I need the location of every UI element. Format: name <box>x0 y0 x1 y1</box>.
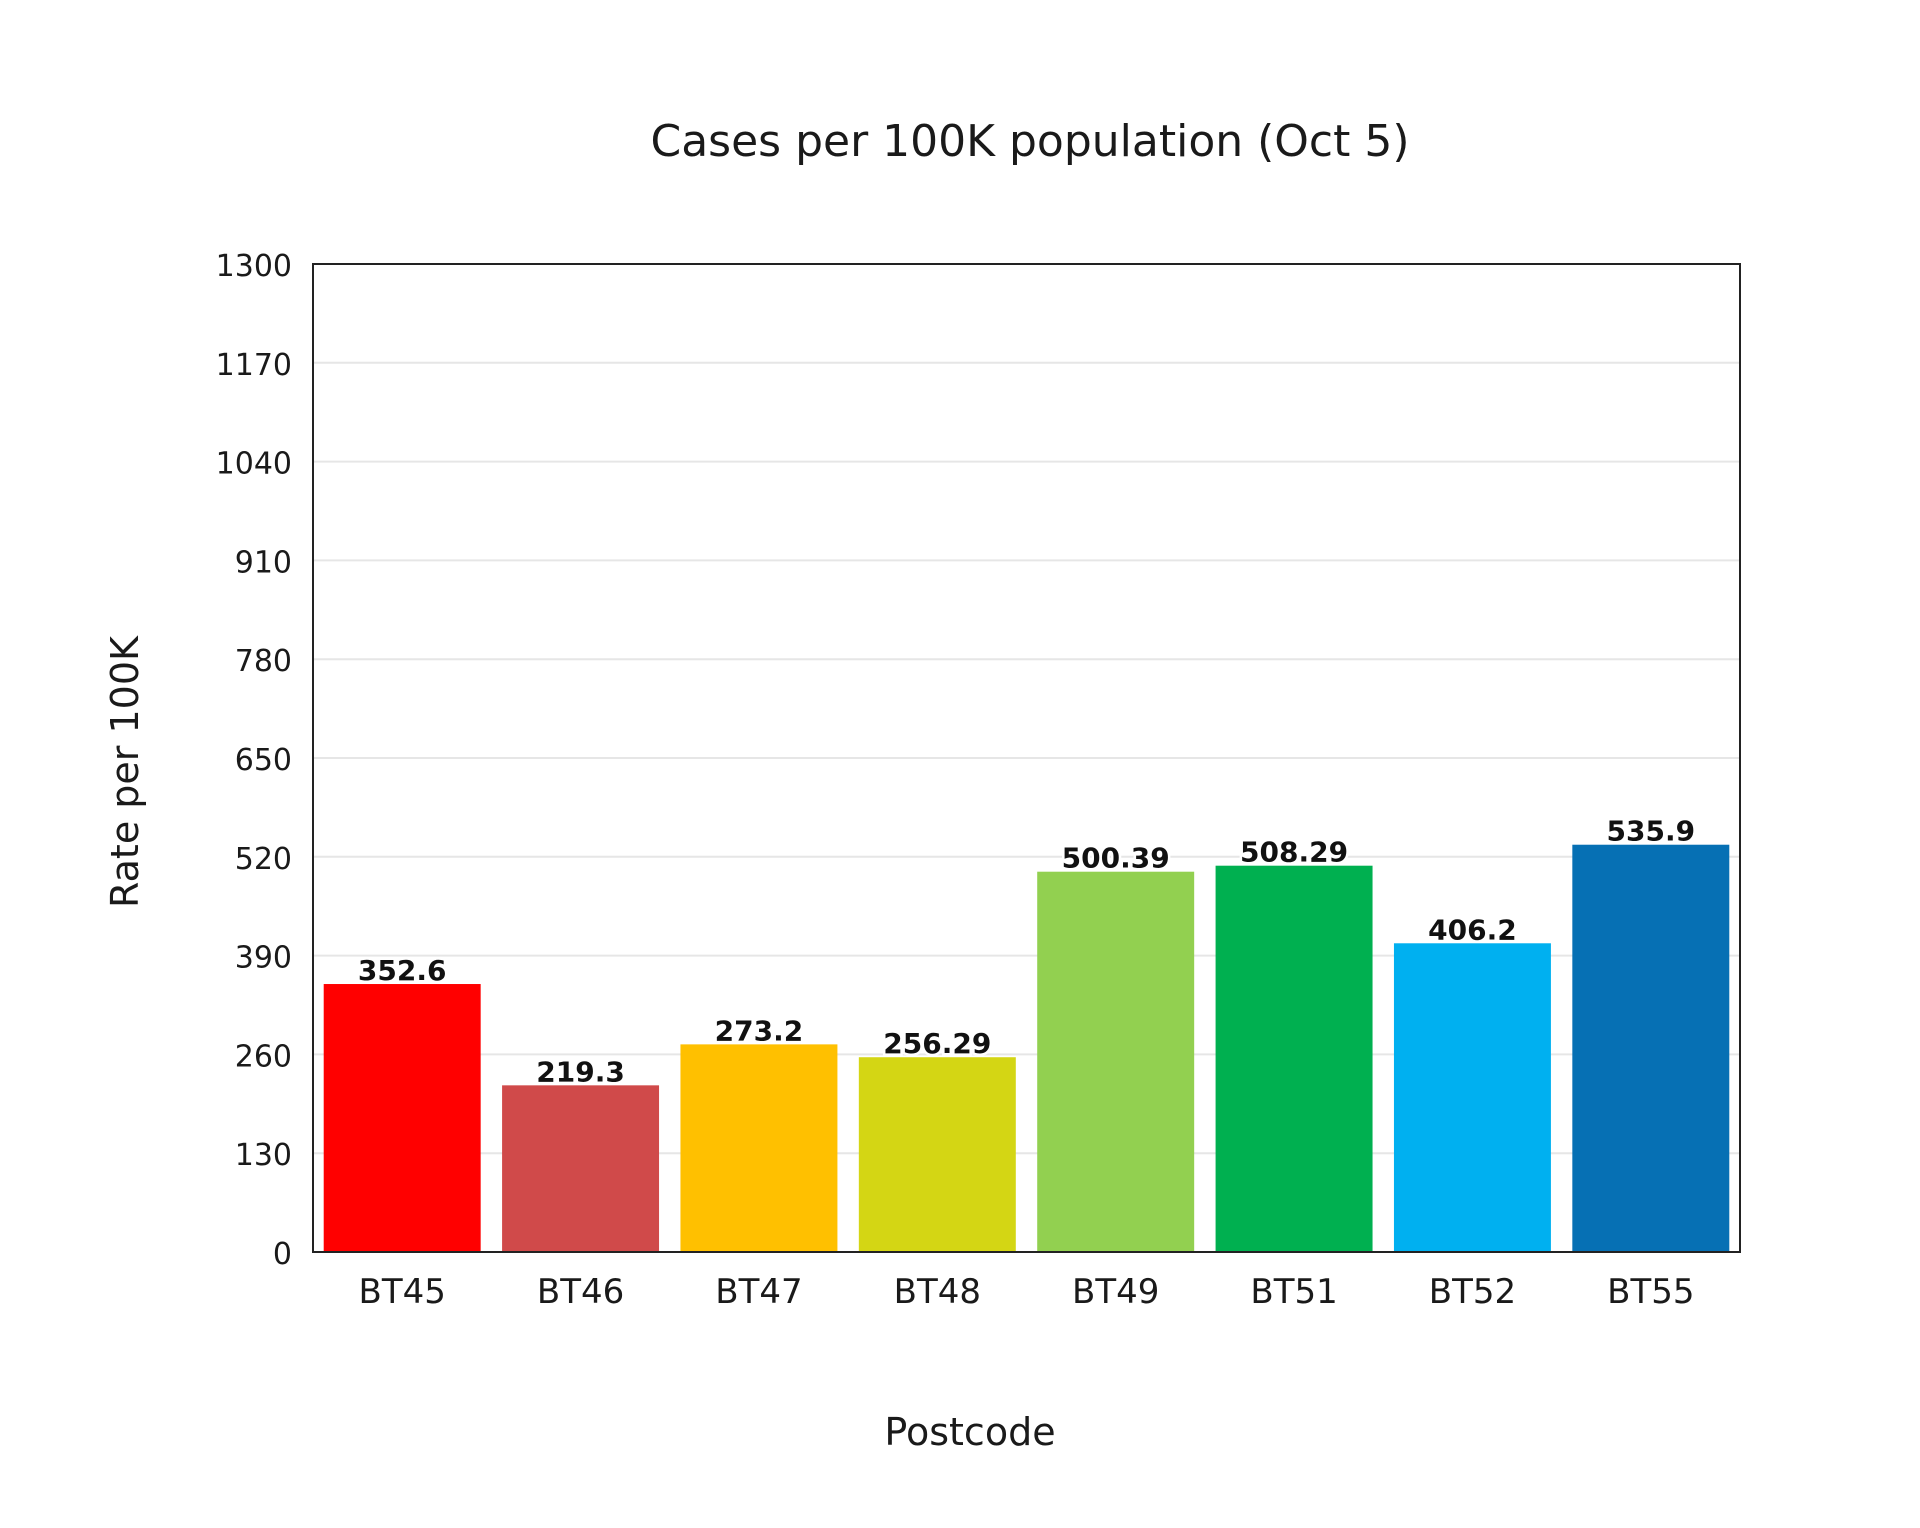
y-tick-label: 1300 <box>216 249 292 284</box>
data-label: 273.2 <box>715 1014 804 1047</box>
x-tick-label: BT49 <box>1072 1272 1159 1312</box>
bar-bt52 <box>1393 943 1551 1252</box>
gridlines <box>313 361 1740 1155</box>
x-tick-label: BT55 <box>1607 1272 1694 1312</box>
y-tick-label: 130 <box>235 1138 292 1173</box>
data-label: 256.29 <box>883 1027 991 1060</box>
y-tick-label: 0 <box>273 1237 292 1272</box>
bar-bt51 <box>1215 865 1373 1252</box>
x-tick-label: BT47 <box>715 1272 802 1312</box>
data-labels: 352.6 219.3 273.2 256.29 500.39 508.29 406.2 53… <box>355 812 1697 1091</box>
data-label: 352.6 <box>358 954 447 987</box>
y-tick-label: 520 <box>235 842 292 877</box>
bar-bt45 <box>323 984 481 1252</box>
bars <box>323 844 1730 1252</box>
y-tick-label: 1040 <box>216 447 292 482</box>
bar-bt46 <box>502 1085 660 1252</box>
y-tick-label: 390 <box>235 941 292 976</box>
data-label: 535.9 <box>1607 815 1696 848</box>
y-axis-label: Rate per 100K <box>103 635 147 908</box>
data-label: 406.2 <box>1428 913 1517 946</box>
x-tick-label: BT51 <box>1250 1272 1337 1312</box>
x-tick-label: BT48 <box>894 1272 981 1312</box>
y-tick-label: 780 <box>235 644 292 679</box>
plot-border <box>312 263 1741 1253</box>
bar-bt48 <box>858 1057 1016 1252</box>
data-label: 508.29 <box>1240 836 1348 869</box>
bar-bt55 <box>1572 844 1730 1252</box>
plot-frame <box>312 263 1741 1253</box>
y-tick-labels: 0 130 260 390 520 650 780 910 1040 1170 1300 <box>216 249 292 1272</box>
y-tick-label: 910 <box>235 545 292 580</box>
bar-bt49 <box>1037 871 1195 1252</box>
y-tick-label: 260 <box>235 1039 292 1074</box>
x-tick-labels: BT45 BT46 BT47 BT48 BT49 BT51 BT52 BT55 <box>359 1272 1695 1312</box>
bar-bt47 <box>680 1044 838 1252</box>
x-axis-label: Postcode <box>884 1410 1055 1454</box>
y-tick-label: 1170 <box>216 348 292 383</box>
x-tick-label: BT45 <box>359 1272 446 1312</box>
x-tick-label: BT46 <box>537 1272 624 1312</box>
chart-title: Cases per 100K population (Oct 5) <box>651 116 1410 167</box>
data-label: 500.39 <box>1062 842 1170 875</box>
data-label: 219.3 <box>536 1055 625 1088</box>
y-tick-label: 650 <box>235 743 292 778</box>
x-tick-label: BT52 <box>1429 1272 1516 1312</box>
